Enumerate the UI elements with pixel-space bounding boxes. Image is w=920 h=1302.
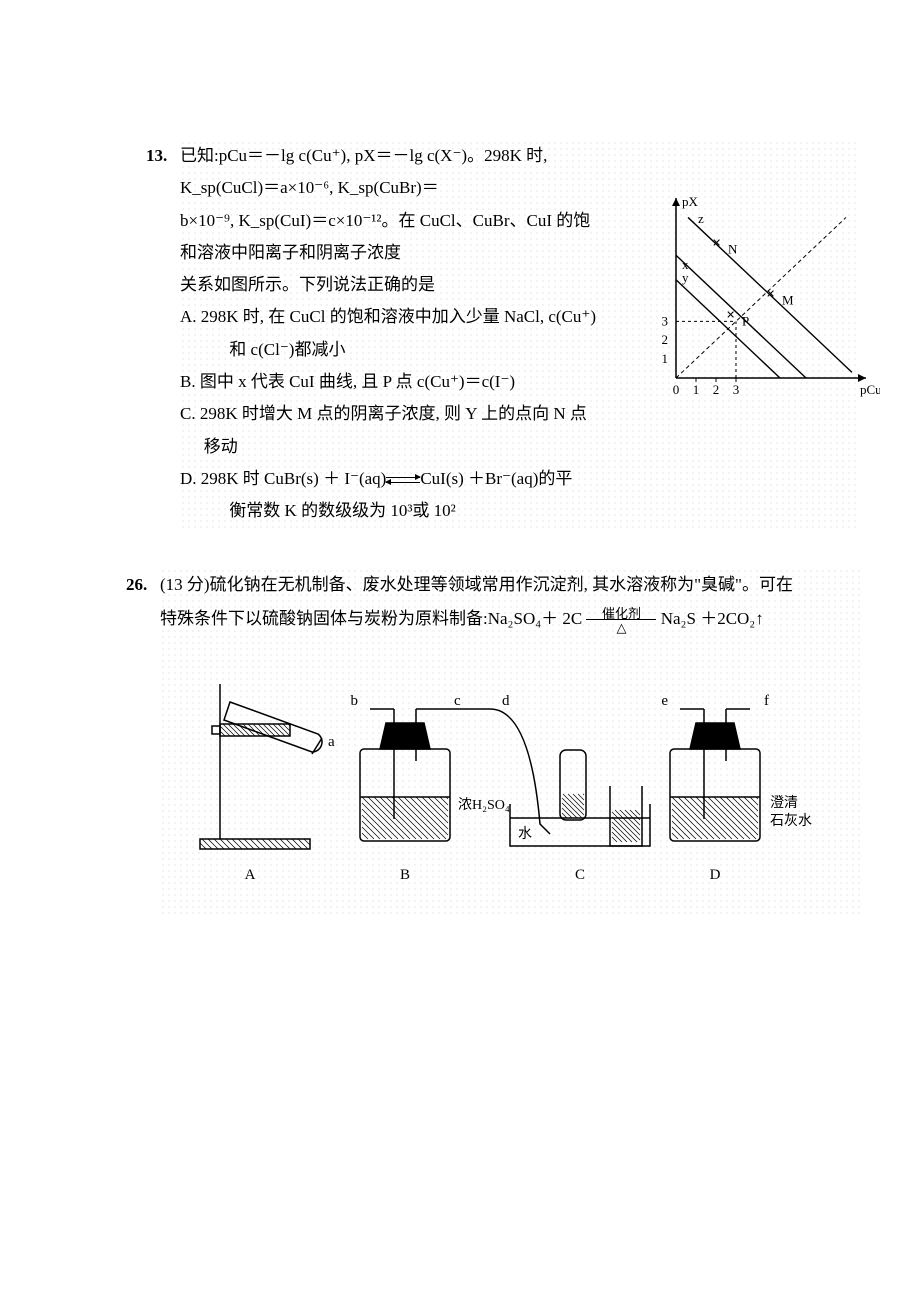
svg-text:1: 1 [693, 382, 700, 397]
q13-stem-line2: b×10⁻⁹, K_sp(CuI)＝c×10⁻¹²。在 CuCl、CuBr、Cu… [180, 211, 590, 262]
svg-text:z: z [698, 211, 704, 226]
svg-text:B: B [400, 867, 410, 883]
svg-text:x: x [682, 257, 689, 272]
equation-lhs: Na₂SO₄＋ 2C [488, 609, 583, 628]
q13-option-c: C. 298K 时增大 M 点的阴离子浓度, 则 Y 上的点向 N 点移动 [180, 398, 600, 463]
equation-rhs: Na₂S ＋2CO₂↑ [661, 609, 764, 628]
q26-number: 26. [126, 568, 160, 602]
svg-text:pX: pX [682, 194, 699, 209]
svg-text:0: 0 [673, 382, 680, 397]
svg-text:A: A [245, 867, 256, 883]
svg-text:D: D [710, 867, 721, 883]
q13-number: 13. [146, 140, 180, 172]
q26-score: (13 分) [160, 575, 210, 594]
svg-text:3: 3 [733, 382, 740, 397]
reaction-arrow-icon: 催化剂 △ [586, 619, 656, 620]
q13-option-d: D. 298K 时 CuBr(s) ＋ I⁻(aq)CuI(s) ＋Br⁻(aq… [180, 463, 600, 528]
q13-chart: 0123123pCupXyxz✕P✕M✕N [640, 188, 880, 419]
q13-chart-svg: 0123123pCupXyxz✕P✕M✕N [640, 188, 880, 408]
svg-text:澄清: 澄清 [770, 795, 798, 811]
svg-text:✕: ✕ [712, 238, 721, 250]
svg-text:a: a [328, 734, 335, 750]
svg-text:M: M [782, 293, 794, 308]
svg-text:b: b [351, 693, 359, 709]
svg-text:pCu: pCu [860, 382, 880, 397]
svg-text:✕: ✕ [726, 309, 735, 321]
q26-apparatus-svg: a Ab c 浓H₂SO₄ B 水 d Ce f 澄清石灰水 D [190, 654, 830, 904]
q13-option-b: B. 图中 x 代表 CuI 曲线, 且 P 点 c(Cu⁺)＝c(I⁻) [180, 366, 600, 398]
svg-text:✕: ✕ [766, 289, 775, 301]
q26-stem-line1: 硫化钠在无机制备、废水处理等领域常用作沉淀剂, 其水溶液称为"臭碱"。可在 [210, 575, 793, 594]
svg-text:c: c [454, 693, 461, 709]
svg-text:P: P [742, 313, 749, 328]
question-26: 26.(13 分)硫化钠在无机制备、废水处理等领域常用作沉淀剂, 其水溶液称为"… [160, 568, 860, 916]
svg-text:e: e [661, 693, 668, 709]
q13-stem-line3: 关系如图所示。下列说法正确的是 [180, 275, 435, 294]
q13-option-a: A. 298K 时, 在 CuCl 的饱和溶液中加入少量 NaCl, c(Cu⁺… [180, 301, 600, 366]
question-13: 13.已知:pCu＝－lg c(Cu⁺), pX＝－lg c(X⁻)。298K … [180, 140, 860, 528]
q13-stem-line1: 已知:pCu＝－lg c(Cu⁺), pX＝－lg c(X⁻)。298K 时, … [180, 146, 547, 197]
svg-text:3: 3 [662, 313, 669, 328]
svg-text:1: 1 [662, 351, 669, 366]
equilibrium-arrow-icon [386, 475, 420, 485]
svg-text:2: 2 [662, 332, 669, 347]
svg-text:2: 2 [713, 382, 720, 397]
svg-text:d: d [502, 693, 510, 709]
svg-text:石灰水: 石灰水 [770, 813, 812, 829]
q26-stem-line2: 特殊条件下以硫酸钠固体与炭粉为原料制备:Na₂SO₄＋ 2C 催化剂 △ Na₂… [160, 609, 764, 628]
svg-text:水: 水 [518, 826, 532, 842]
q26-apparatus: a Ab c 浓H₂SO₄ B 水 d Ce f 澄清石灰水 D [160, 654, 860, 916]
svg-text:N: N [728, 242, 738, 257]
svg-text:浓H₂SO₄: 浓H₂SO₄ [458, 797, 510, 813]
svg-text:f: f [764, 693, 769, 709]
svg-text:C: C [575, 867, 585, 883]
